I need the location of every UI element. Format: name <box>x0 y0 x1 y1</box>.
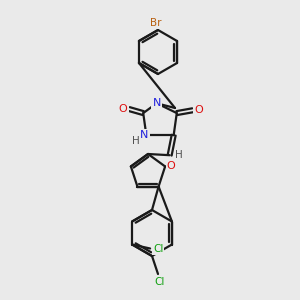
Text: O: O <box>119 104 128 114</box>
Text: N: N <box>152 98 161 108</box>
Text: Cl: Cl <box>153 244 163 254</box>
Text: N: N <box>140 130 148 140</box>
Text: O: O <box>194 105 203 115</box>
Text: H: H <box>133 136 140 146</box>
Text: Br: Br <box>150 18 162 28</box>
Text: O: O <box>167 161 176 171</box>
Text: H: H <box>175 150 182 160</box>
Text: Cl: Cl <box>155 277 165 287</box>
